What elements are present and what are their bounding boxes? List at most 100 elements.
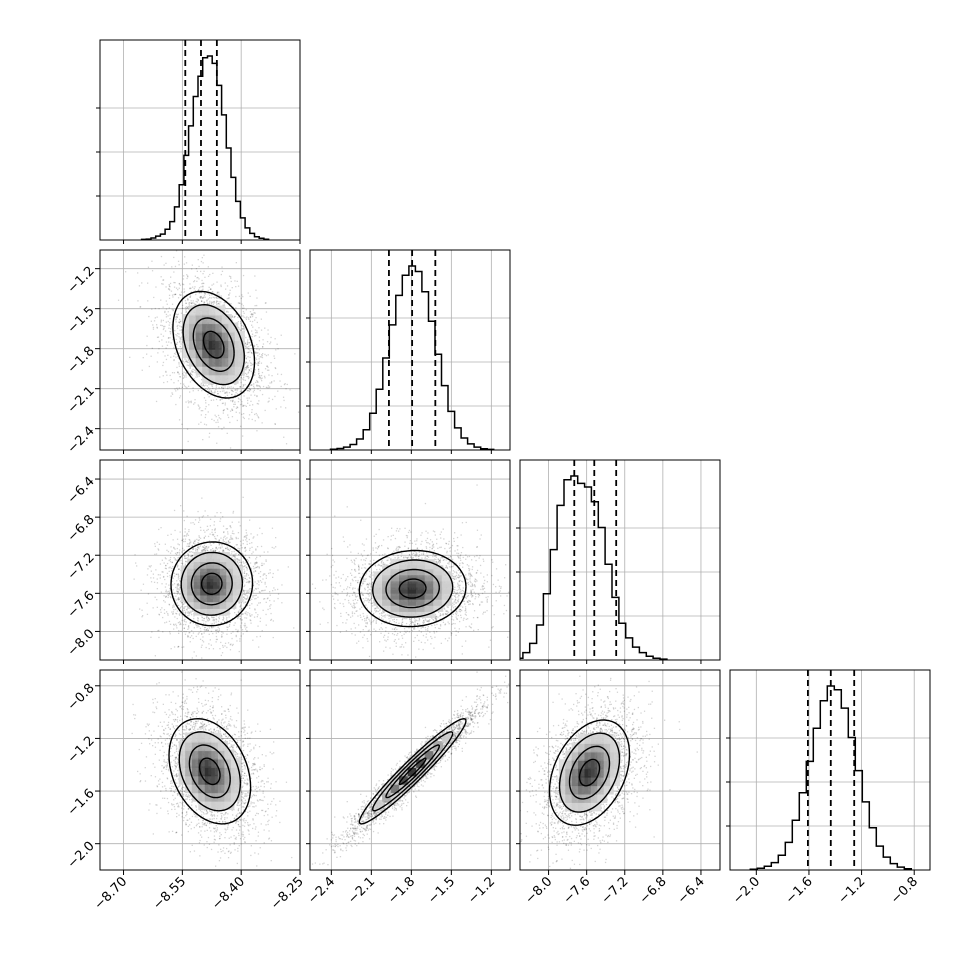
sample-point — [198, 423, 200, 425]
sample-point — [218, 291, 220, 293]
sample-point — [147, 266, 150, 268]
sample-point — [173, 359, 175, 362]
sample-point — [223, 304, 225, 306]
sample-point — [229, 612, 231, 615]
sample-point — [156, 599, 158, 601]
sample-point — [246, 389, 248, 392]
sample-point — [191, 302, 193, 305]
sample-point — [246, 614, 248, 616]
density-cell — [221, 339, 232, 350]
sample-point — [250, 384, 253, 386]
sample-point — [151, 260, 153, 262]
sample-point — [245, 361, 247, 363]
sample-point — [176, 366, 178, 369]
sample-point — [175, 338, 177, 341]
sample-point — [187, 371, 190, 373]
sample-point — [238, 602, 241, 604]
sample-point — [173, 382, 175, 384]
density-cell — [228, 331, 239, 342]
sample-point — [256, 330, 258, 332]
sample-point — [193, 627, 195, 629]
sample-point — [177, 389, 179, 391]
sample-point — [186, 364, 188, 366]
sample-point — [147, 568, 149, 570]
sample-point — [156, 361, 158, 363]
sample-point — [232, 538, 234, 540]
sample-point — [273, 355, 275, 357]
sample-point — [207, 411, 209, 413]
sample-point — [229, 644, 231, 646]
sample-point — [176, 316, 178, 318]
sample-point — [255, 548, 257, 550]
sample-point — [273, 587, 275, 589]
sample-point — [244, 564, 246, 567]
sample-point — [158, 348, 160, 350]
sample-point — [179, 325, 181, 327]
sample-point — [265, 575, 267, 577]
panel-frame — [729, 669, 931, 871]
sample-point — [221, 387, 223, 389]
sample-point — [198, 546, 200, 548]
sample-point — [244, 570, 246, 572]
sample-point — [189, 401, 191, 403]
sample-point — [162, 375, 164, 377]
sample-point — [215, 618, 217, 620]
sample-point — [178, 568, 180, 570]
sample-point — [177, 646, 179, 648]
sample-point — [244, 626, 246, 628]
sample-point — [188, 538, 190, 541]
sample-point — [254, 275, 256, 277]
sample-point — [231, 315, 234, 317]
sample-point — [211, 302, 213, 304]
sample-point — [176, 547, 178, 550]
sample-point — [181, 330, 183, 332]
sample-point — [252, 565, 255, 568]
sample-point — [277, 593, 280, 595]
sample-point — [247, 339, 249, 341]
sample-point — [211, 529, 213, 531]
sample-point — [248, 318, 250, 320]
sample-point — [181, 297, 184, 299]
sample-point — [147, 282, 149, 284]
sample-point — [251, 315, 254, 318]
sample-point — [193, 302, 195, 304]
sample-point — [173, 547, 175, 549]
sample-point — [255, 381, 257, 384]
sample-point — [160, 255, 163, 258]
sample-point — [262, 578, 264, 580]
sample-point — [244, 329, 246, 331]
scatter-panel-p0-p1 — [99, 249, 301, 451]
sample-point — [246, 573, 248, 575]
sample-point — [262, 385, 265, 388]
sample-point — [221, 270, 224, 272]
sample-point — [146, 353, 148, 355]
sample-point — [152, 324, 154, 326]
sample-point — [245, 367, 247, 369]
sample-point — [255, 363, 257, 365]
sample-point — [166, 575, 169, 578]
sample-point — [196, 298, 198, 300]
sample-point — [213, 529, 216, 531]
sample-point — [156, 578, 158, 580]
sample-point — [184, 557, 186, 560]
sample-point — [199, 519, 201, 521]
sample-point — [246, 558, 248, 561]
sample-point — [245, 598, 247, 600]
sample-point — [169, 596, 172, 598]
sample-point — [259, 591, 261, 593]
sample-point — [181, 341, 183, 343]
sample-point — [169, 590, 171, 592]
sample-point — [203, 632, 205, 634]
sample-point — [254, 608, 256, 610]
sample-point — [196, 549, 198, 551]
sample-point — [245, 362, 247, 365]
sample-point — [234, 401, 236, 403]
sample-point — [212, 550, 214, 552]
sample-point — [206, 616, 208, 618]
sample-point — [254, 374, 256, 376]
sample-point — [183, 375, 186, 377]
sample-point — [184, 307, 187, 309]
sample-point — [214, 531, 216, 534]
sample-point — [255, 561, 258, 563]
sample-point — [185, 374, 187, 376]
